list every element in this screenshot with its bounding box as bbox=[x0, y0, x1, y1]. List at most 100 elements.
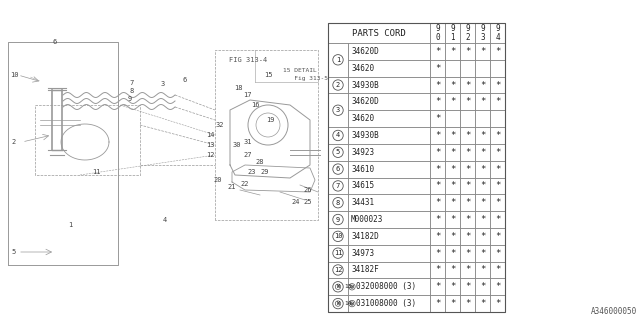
Text: *: * bbox=[465, 148, 470, 157]
Text: *: * bbox=[480, 299, 485, 308]
Text: 8: 8 bbox=[130, 88, 134, 94]
Text: W: W bbox=[351, 301, 353, 306]
Text: *: * bbox=[495, 215, 500, 224]
Bar bbox=[348, 110, 430, 127]
Text: FIG 313-4: FIG 313-4 bbox=[229, 57, 267, 63]
Text: 032008000 (3): 032008000 (3) bbox=[356, 282, 417, 291]
Text: 34923: 34923 bbox=[351, 148, 374, 157]
Bar bbox=[348, 194, 430, 211]
Bar bbox=[328, 228, 348, 245]
Bar bbox=[328, 295, 348, 312]
Text: *: * bbox=[495, 198, 500, 207]
Text: 12: 12 bbox=[333, 267, 342, 273]
Text: *: * bbox=[480, 131, 485, 140]
Text: 30: 30 bbox=[233, 142, 241, 148]
Text: 34615: 34615 bbox=[351, 181, 374, 190]
Text: *: * bbox=[435, 232, 440, 241]
Text: *: * bbox=[480, 249, 485, 258]
Text: *: * bbox=[480, 148, 485, 157]
Bar bbox=[490, 23, 505, 43]
Text: *: * bbox=[465, 47, 470, 56]
Bar bbox=[460, 144, 475, 161]
Text: *: * bbox=[495, 131, 500, 140]
Bar bbox=[328, 43, 348, 76]
Text: 21: 21 bbox=[228, 184, 236, 190]
Bar bbox=[460, 161, 475, 178]
Bar bbox=[430, 295, 445, 312]
Bar bbox=[328, 245, 348, 261]
Text: *: * bbox=[480, 47, 485, 56]
Text: 29: 29 bbox=[260, 169, 269, 175]
Bar bbox=[490, 161, 505, 178]
Bar bbox=[490, 43, 505, 60]
Bar bbox=[328, 278, 348, 295]
Bar bbox=[490, 295, 505, 312]
Bar bbox=[328, 23, 505, 312]
Text: *: * bbox=[495, 47, 500, 56]
Bar bbox=[328, 194, 348, 211]
Bar bbox=[348, 295, 430, 312]
Text: *: * bbox=[495, 148, 500, 157]
Bar bbox=[490, 93, 505, 110]
Text: 14: 14 bbox=[205, 132, 214, 138]
Text: 10: 10 bbox=[10, 72, 19, 78]
Text: 1: 1 bbox=[68, 222, 72, 228]
Text: 10: 10 bbox=[333, 233, 342, 239]
Text: W: W bbox=[337, 284, 339, 289]
Text: 11: 11 bbox=[92, 169, 100, 175]
Text: *: * bbox=[465, 266, 470, 275]
Text: *: * bbox=[435, 266, 440, 275]
Text: 2: 2 bbox=[336, 82, 340, 88]
Bar bbox=[475, 228, 490, 245]
Text: *: * bbox=[450, 215, 455, 224]
Bar bbox=[430, 60, 445, 76]
Bar bbox=[348, 144, 430, 161]
Bar bbox=[445, 76, 460, 93]
Bar bbox=[460, 261, 475, 278]
Bar bbox=[430, 127, 445, 144]
Text: *: * bbox=[465, 81, 470, 90]
Bar bbox=[445, 127, 460, 144]
Text: *: * bbox=[480, 97, 485, 106]
Text: 34930B: 34930B bbox=[351, 131, 379, 140]
Bar bbox=[328, 127, 348, 144]
Text: *: * bbox=[465, 198, 470, 207]
Text: 6: 6 bbox=[53, 39, 57, 45]
Bar bbox=[490, 278, 505, 295]
Bar bbox=[490, 245, 505, 261]
Bar bbox=[460, 60, 475, 76]
Text: 26: 26 bbox=[304, 187, 312, 193]
Bar bbox=[475, 144, 490, 161]
Text: 7: 7 bbox=[130, 80, 134, 86]
Text: M000023: M000023 bbox=[351, 215, 383, 224]
Bar bbox=[475, 261, 490, 278]
Text: 23: 23 bbox=[248, 169, 256, 175]
Text: 22: 22 bbox=[241, 181, 249, 187]
Text: 6: 6 bbox=[183, 77, 187, 83]
Text: 6: 6 bbox=[336, 166, 340, 172]
Text: *: * bbox=[450, 148, 455, 157]
Text: 14: 14 bbox=[344, 301, 352, 306]
Text: 16: 16 bbox=[251, 102, 259, 108]
Bar bbox=[348, 178, 430, 194]
Text: *: * bbox=[450, 131, 455, 140]
Text: 031008000 (3): 031008000 (3) bbox=[356, 299, 417, 308]
Bar bbox=[430, 211, 445, 228]
Text: 19: 19 bbox=[266, 117, 275, 123]
Text: *: * bbox=[495, 97, 500, 106]
Bar bbox=[430, 228, 445, 245]
Text: *: * bbox=[450, 299, 455, 308]
Text: *: * bbox=[450, 81, 455, 90]
Bar bbox=[430, 278, 445, 295]
Text: *: * bbox=[450, 249, 455, 258]
Text: *: * bbox=[435, 148, 440, 157]
Text: 9: 9 bbox=[128, 96, 132, 102]
Text: 11: 11 bbox=[333, 250, 342, 256]
Text: *: * bbox=[480, 198, 485, 207]
Bar bbox=[490, 127, 505, 144]
Bar bbox=[460, 127, 475, 144]
Text: 27: 27 bbox=[244, 152, 252, 158]
Text: 4: 4 bbox=[163, 217, 167, 223]
Bar bbox=[475, 93, 490, 110]
Bar bbox=[460, 76, 475, 93]
